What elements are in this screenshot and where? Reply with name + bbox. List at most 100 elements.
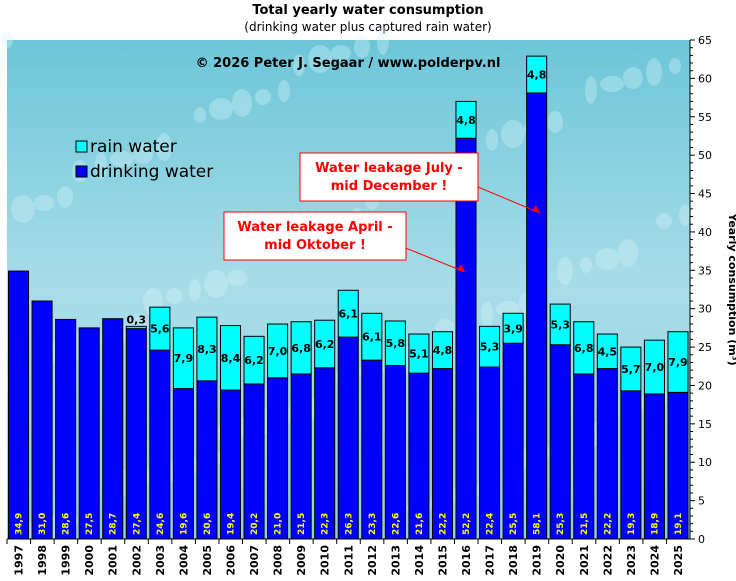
annotation-arrowhead	[457, 264, 465, 272]
bar-rain-water	[337, 289, 359, 338]
rain-value-label: 7,0	[268, 345, 288, 358]
bar-drinking-water	[549, 344, 571, 540]
drinking-value-label: 19,4	[226, 513, 236, 535]
drinking-value-label: 28,6	[62, 513, 72, 535]
drinking-value-label: 22,3	[321, 513, 331, 535]
bar-drinking-water	[526, 92, 548, 540]
annotation-arrowhead	[532, 205, 540, 213]
rain-value-label: 6,2	[244, 354, 264, 367]
bar-rain-water	[455, 100, 477, 139]
drinking-value-label: 20,6	[203, 513, 213, 535]
x-tick-label: 2011	[342, 545, 355, 576]
bar-rain-water	[290, 321, 312, 375]
copyright-text: © 2026 Peter J. Segaar / www.polderpv.nl	[196, 56, 501, 71]
y-tick-label: 45	[698, 188, 712, 201]
bar-rain-water	[243, 335, 265, 385]
water-drop-decoration	[166, 288, 182, 304]
water-drop-decoration	[293, 54, 305, 76]
drinking-value-label: 20,2	[250, 513, 260, 535]
bar-rain-water	[172, 327, 194, 390]
bar-rain-water	[196, 316, 218, 382]
bar-rain-water	[620, 346, 642, 392]
water-drop-decoration	[156, 133, 172, 161]
x-tick-label: 2005	[201, 545, 214, 576]
rain-value-label: 6,8	[574, 342, 594, 355]
legend-swatch	[75, 140, 88, 153]
x-tick-label: 2004	[177, 545, 190, 576]
water-drop-decoration	[189, 279, 201, 301]
water-drop-decoration	[1, 32, 13, 48]
bar-drinking-water	[8, 270, 30, 540]
bar-rain-water	[431, 331, 453, 370]
rain-value-label: 7,9	[174, 352, 194, 365]
rain-value-label: 7,9	[668, 356, 688, 369]
water-drop-decoration	[232, 89, 252, 117]
x-tick-label: 2000	[83, 545, 96, 576]
rain-value-label: 6,2	[315, 338, 335, 351]
drinking-value-label: 28,7	[109, 513, 119, 535]
chart-title: Total yearly water consumption	[252, 3, 484, 18]
rain-value-label: 5,3	[480, 341, 500, 354]
water-drop-decoration	[486, 129, 498, 151]
y-tick-label: 15	[698, 418, 712, 431]
drinking-value-label: 31,0	[38, 513, 48, 535]
water-drop-decoration	[194, 107, 206, 123]
water-drop-decoration	[377, 27, 389, 55]
annotation-arrow	[477, 186, 541, 214]
bar-drinking-water	[78, 327, 100, 540]
bar-rain-water	[149, 306, 171, 351]
water-drop-decoration	[595, 248, 619, 270]
annotation-text: Water leakage April -	[237, 220, 392, 235]
water-drop-decoration	[57, 186, 73, 208]
drinking-value-label: 19,1	[674, 513, 684, 535]
y-tick-label: 60	[698, 72, 712, 85]
rain-value-label: 0,3	[127, 313, 147, 326]
annotation-text: mid Oktober !	[264, 238, 366, 253]
chart-subtitle: (drinking water plus captured rain water…	[244, 20, 492, 34]
y-tick-label: 30	[698, 303, 712, 316]
bar-drinking-water	[31, 300, 53, 540]
y-tick-label: 65	[698, 34, 712, 47]
bar-rain-water	[384, 320, 406, 367]
drinking-value-label: 21,5	[297, 513, 307, 535]
rain-value-label: 4,8	[456, 114, 476, 127]
x-tick-label: 2018	[507, 545, 520, 576]
drinking-value-label: 21,6	[415, 513, 425, 535]
rain-value-label: 4,5	[598, 345, 618, 358]
water-drop-decoration	[354, 36, 370, 58]
water-drop-decoration	[435, 319, 455, 335]
water-drop-decoration	[679, 204, 691, 226]
drinking-value-label: 26,3	[344, 513, 354, 535]
water-drop-decoration	[600, 76, 624, 92]
bar-drinking-water	[125, 328, 147, 540]
bar-drinking-water	[337, 336, 359, 540]
drinking-value-label: 18,9	[650, 513, 660, 535]
x-tick-label: 2006	[224, 545, 237, 576]
bar-rain-water	[408, 333, 430, 374]
drinking-value-label: 27,4	[132, 513, 142, 535]
x-tick-label: 2008	[272, 545, 285, 576]
water-drop-decoration	[646, 58, 662, 86]
x-tick-label: 2007	[248, 545, 261, 576]
water-drop-decoration	[623, 67, 643, 89]
bar-rain-water	[361, 312, 383, 361]
water-drop-decoration	[95, 151, 107, 179]
y-tick-label: 10	[698, 456, 712, 469]
y-tick-label: 35	[698, 264, 712, 277]
water-drop-decoration	[209, 98, 233, 120]
x-tick-label: 2012	[366, 545, 379, 576]
bar-rain-water	[596, 333, 618, 370]
x-tick-label: 1998	[36, 545, 49, 576]
rain-value-label: 8,3	[197, 343, 217, 356]
y-tick-label: 55	[698, 111, 712, 124]
y-tick-label: 20	[698, 379, 712, 392]
drinking-value-label: 23,3	[368, 513, 378, 535]
rain-value-label: 6,1	[339, 308, 359, 321]
legend-swatch	[75, 165, 88, 178]
water-drop-decoration	[34, 195, 54, 211]
x-tick-label: 2025	[672, 545, 685, 576]
y-tick-label: 0	[698, 533, 705, 546]
water-drop-decoration	[204, 270, 228, 298]
y-tick-label: 40	[698, 226, 712, 239]
